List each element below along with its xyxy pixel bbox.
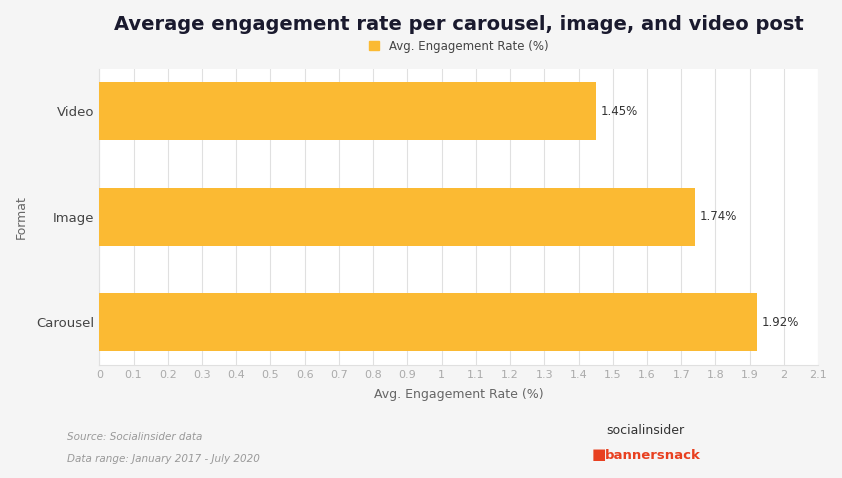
- Bar: [99, 82, 595, 141]
- Text: Source: Socialinsider data: Source: Socialinsider data: [67, 432, 203, 442]
- Text: 1.45%: 1.45%: [601, 105, 638, 118]
- Text: bannersnack: bannersnack: [605, 449, 701, 462]
- Text: ■: ■: [592, 447, 606, 462]
- Text: socialinsider: socialinsider: [606, 424, 685, 437]
- X-axis label: Avg. Engagement Rate (%): Avg. Engagement Rate (%): [374, 388, 544, 401]
- Text: 1.74%: 1.74%: [700, 210, 738, 223]
- Bar: [99, 188, 695, 246]
- Legend: Avg. Engagement Rate (%): Avg. Engagement Rate (%): [364, 35, 553, 57]
- Text: Data range: January 2017 - July 2020: Data range: January 2017 - July 2020: [67, 454, 260, 464]
- Bar: [99, 293, 756, 351]
- Text: 1.92%: 1.92%: [762, 316, 799, 329]
- Title: Average engagement rate per carousel, image, and video post: Average engagement rate per carousel, im…: [114, 15, 803, 34]
- Y-axis label: Format: Format: [15, 195, 28, 239]
